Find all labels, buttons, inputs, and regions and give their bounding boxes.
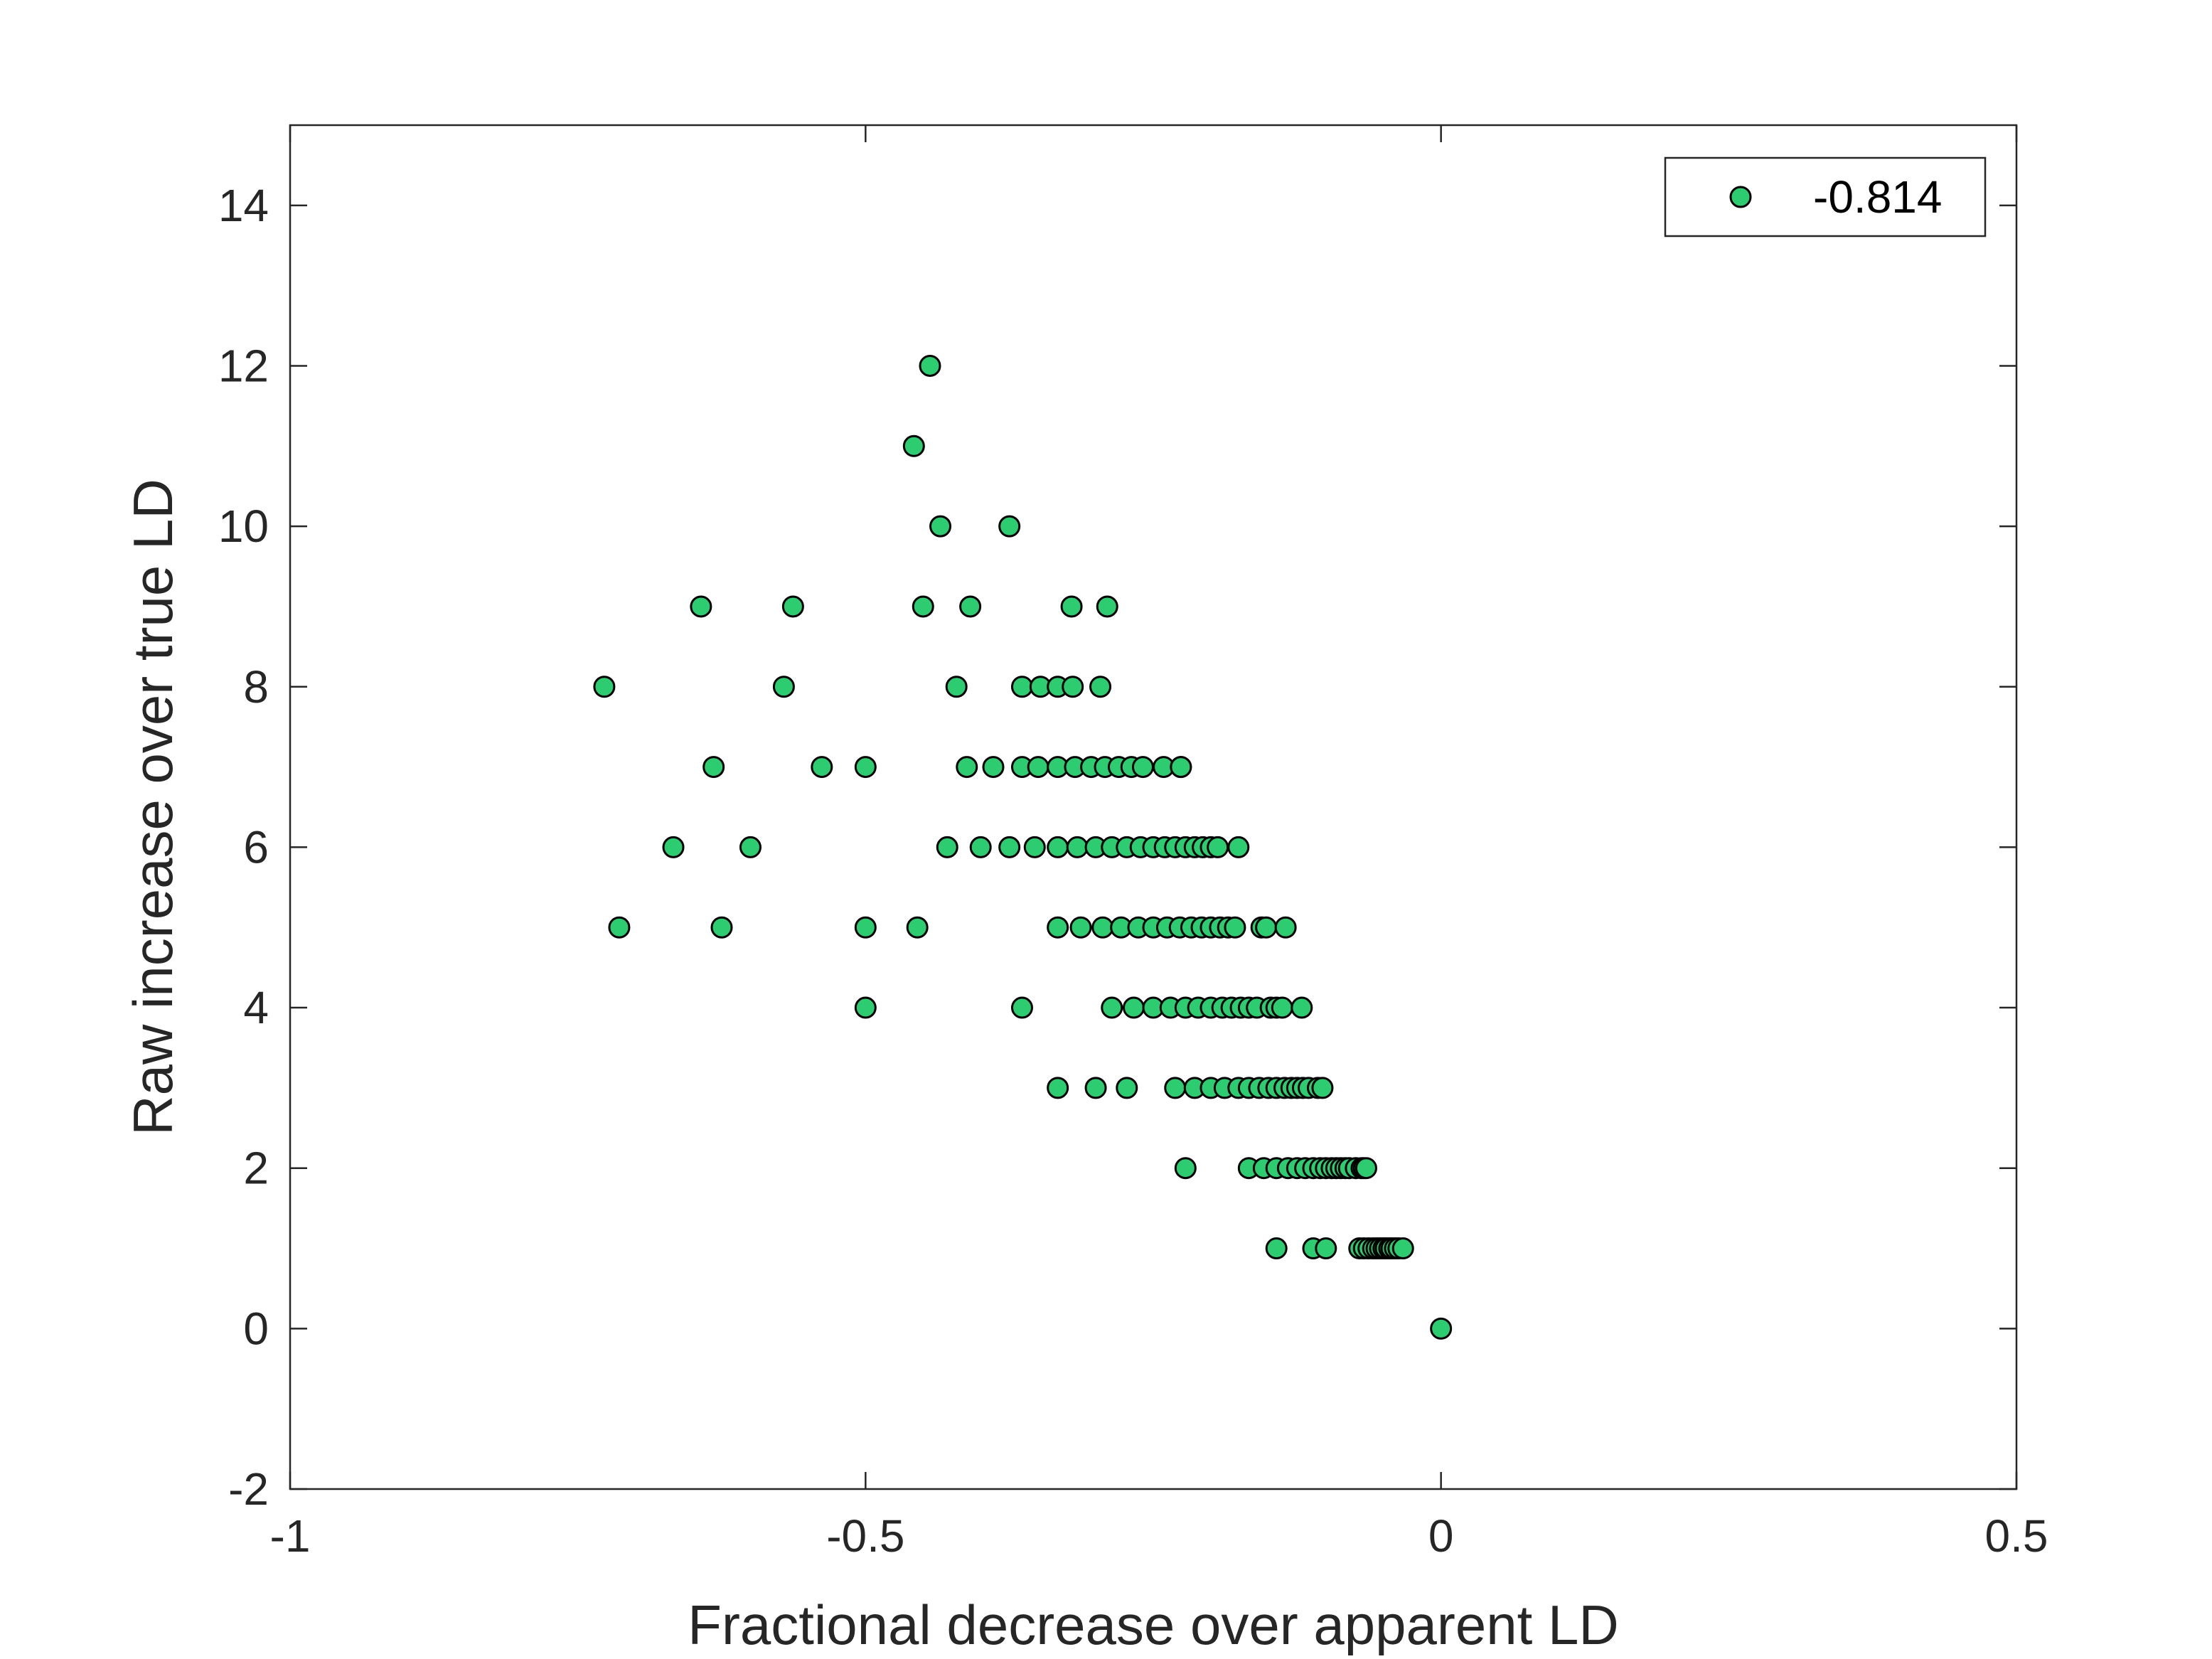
data-point bbox=[912, 595, 934, 618]
data-point bbox=[1311, 1077, 1334, 1099]
data-point bbox=[1315, 1237, 1337, 1260]
data-point bbox=[854, 996, 877, 1019]
data-point bbox=[929, 515, 952, 538]
y-tick-label: 14 bbox=[218, 180, 269, 231]
y-axis-label: Raw increase over true LD bbox=[122, 479, 184, 1135]
data-point bbox=[854, 916, 877, 939]
data-point bbox=[1355, 1157, 1377, 1180]
data-point bbox=[593, 676, 616, 698]
data-point bbox=[1164, 1077, 1187, 1099]
data-point bbox=[1271, 996, 1293, 1019]
data-point bbox=[662, 836, 685, 858]
data-point bbox=[1224, 916, 1246, 939]
data-point bbox=[1091, 916, 1114, 939]
data-points bbox=[593, 354, 1453, 1340]
data-point bbox=[1010, 676, 1033, 698]
data-point bbox=[811, 756, 833, 779]
data-point bbox=[772, 676, 795, 698]
y-tick-label: 6 bbox=[243, 821, 269, 873]
data-point bbox=[1291, 996, 1313, 1019]
data-point bbox=[781, 595, 804, 618]
data-point bbox=[956, 756, 978, 779]
data-point bbox=[1131, 756, 1154, 779]
x-tick-label: 0.5 bbox=[1985, 1510, 2048, 1562]
data-point bbox=[710, 916, 733, 939]
data-point bbox=[945, 676, 968, 698]
x-tick-label: 0 bbox=[1428, 1510, 1454, 1562]
data-point bbox=[1227, 836, 1250, 858]
x-axis-label: Fractional decrease over apparent LD bbox=[688, 1594, 1618, 1656]
data-point bbox=[1255, 916, 1278, 939]
data-point bbox=[919, 354, 941, 377]
data-point bbox=[1174, 1157, 1197, 1180]
y-tick-label: 10 bbox=[218, 501, 269, 552]
data-point bbox=[1069, 916, 1092, 939]
data-point bbox=[1116, 1077, 1138, 1099]
data-point bbox=[1391, 1237, 1414, 1260]
data-point bbox=[959, 595, 982, 618]
data-point bbox=[1084, 1077, 1107, 1099]
data-point bbox=[902, 434, 925, 457]
data-point bbox=[936, 836, 958, 858]
data-point bbox=[1089, 676, 1112, 698]
data-point bbox=[906, 916, 929, 939]
y-tick-label: 2 bbox=[243, 1143, 269, 1194]
legend-box bbox=[1664, 156, 1987, 238]
y-tick-label: -2 bbox=[228, 1463, 269, 1515]
data-point bbox=[1047, 836, 1069, 858]
data-point bbox=[608, 916, 631, 939]
x-tick-label: -1 bbox=[270, 1510, 311, 1562]
plot-frame bbox=[289, 124, 2018, 1490]
legend-series-label: -0.814 bbox=[1813, 171, 1942, 223]
data-point bbox=[1062, 676, 1084, 698]
data-point bbox=[739, 836, 762, 858]
data-point bbox=[1430, 1317, 1453, 1340]
data-point bbox=[1047, 1077, 1069, 1099]
x-tick-label: -0.5 bbox=[826, 1510, 904, 1562]
data-point bbox=[690, 595, 712, 618]
data-point bbox=[1274, 916, 1297, 939]
axis-tick-labels: -1 -0.5 0 0.5 -2 0 2 4 6 8 10 12 14 bbox=[218, 180, 2048, 1562]
legend-marker bbox=[1729, 186, 1752, 208]
data-point bbox=[1066, 836, 1089, 858]
data-point bbox=[1096, 595, 1118, 618]
data-point bbox=[702, 756, 725, 779]
data-point bbox=[1010, 996, 1033, 1019]
plot-area bbox=[290, 125, 2016, 1489]
data-point bbox=[1170, 756, 1192, 779]
y-tick-label: 8 bbox=[243, 661, 269, 713]
data-point bbox=[982, 756, 1005, 779]
data-point bbox=[1060, 595, 1083, 618]
data-point bbox=[1265, 1237, 1288, 1260]
data-point bbox=[1027, 756, 1049, 779]
data-point bbox=[1207, 836, 1229, 858]
data-point bbox=[1023, 836, 1046, 858]
data-point bbox=[969, 836, 992, 858]
y-tick-label: 4 bbox=[243, 982, 269, 1033]
data-point bbox=[998, 836, 1021, 858]
data-point bbox=[1122, 996, 1145, 1019]
y-tick-label: 0 bbox=[243, 1303, 269, 1354]
data-point bbox=[1101, 996, 1123, 1019]
data-point bbox=[1047, 916, 1069, 939]
data-point bbox=[998, 515, 1021, 538]
data-point bbox=[854, 756, 877, 779]
legend: -0.814 bbox=[1664, 156, 1987, 238]
y-tick-label: 12 bbox=[218, 340, 269, 391]
